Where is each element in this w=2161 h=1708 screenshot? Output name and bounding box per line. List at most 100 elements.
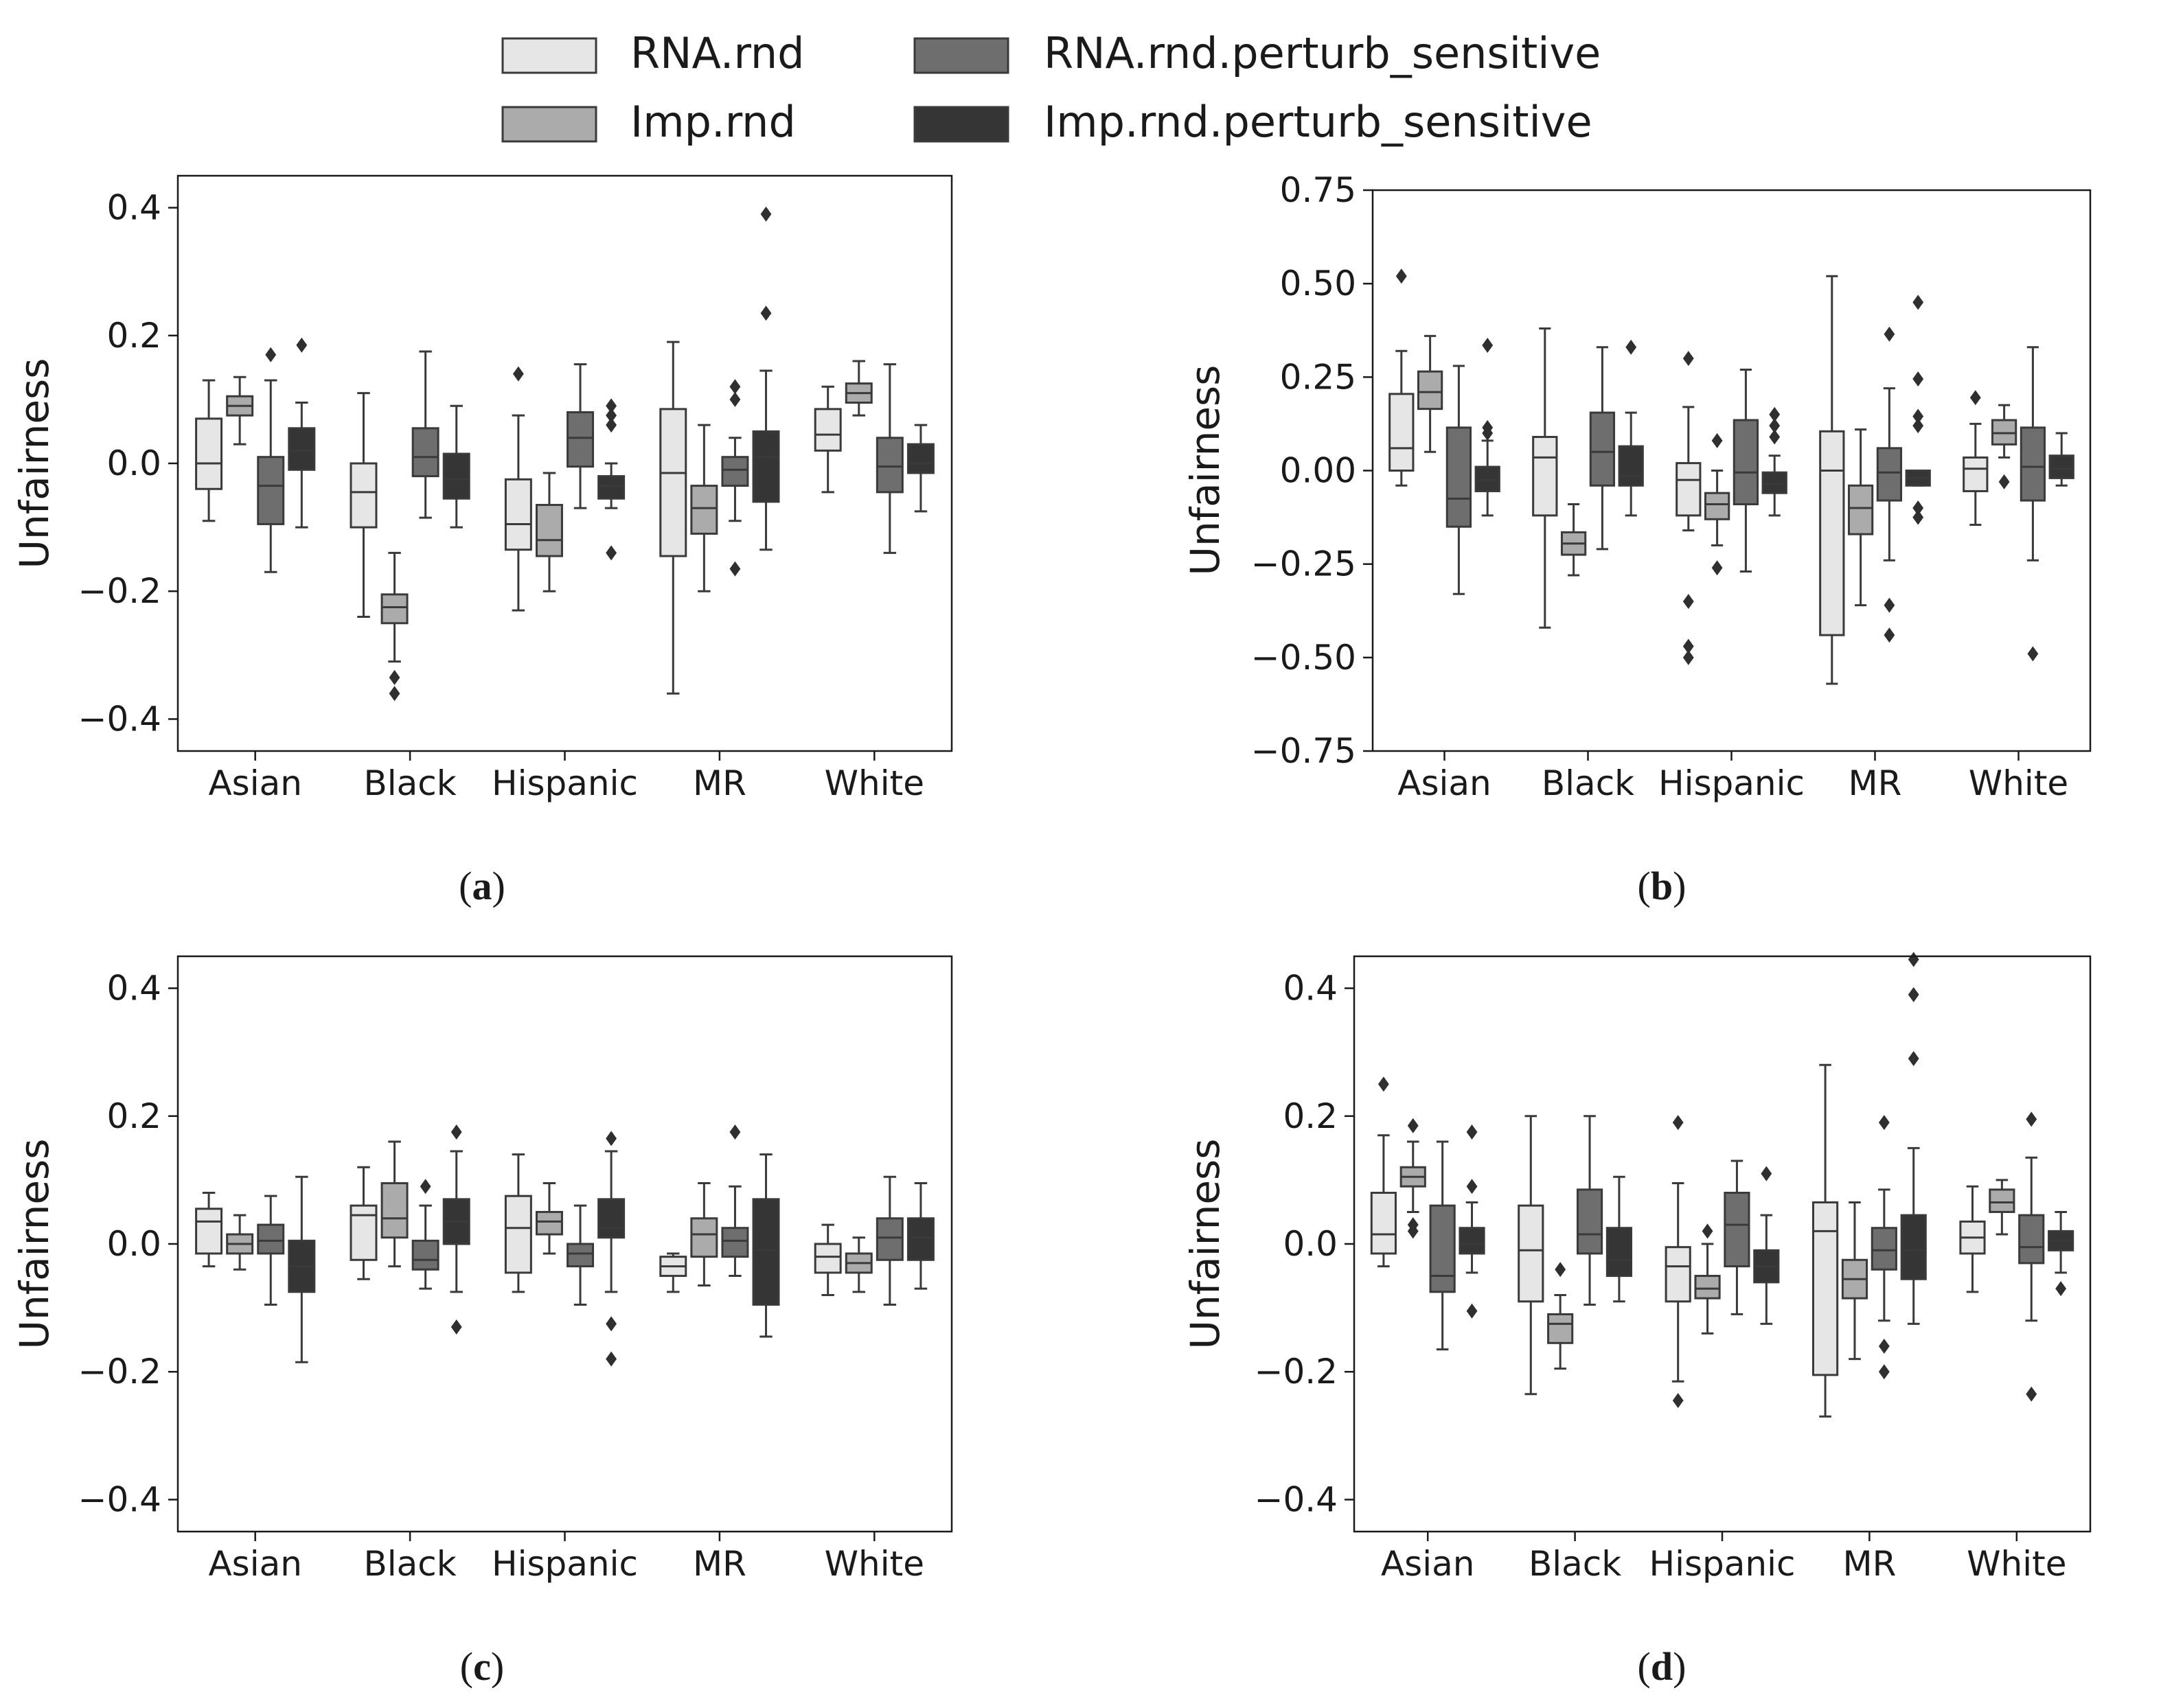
legend-item-imp-rnd-perturb-sensitive: Imp.rnd.perturb_sensitive	[913, 97, 1592, 147]
panel-a-xtick-label-asian: Asian	[208, 763, 301, 803]
panel-a-white-imp-rnd-perturb-sensitive-box	[906, 443, 935, 474]
panel-a-mr-rna-rnd-perturb-sensitive-outlier-1	[729, 379, 741, 395]
panel-c: −0.4 −0.2 0.0 0.2 0.4 Asian Black Hispanic MR Whi…	[11, 955, 953, 1689]
panel-b-white-rna-rnd-perturb-sensitive-outlier-0	[2027, 646, 2039, 662]
panel-c-hispanic-imp-rnd-perturb-sensitive-outlier-1	[606, 1316, 617, 1332]
panel-b-xtick-label-asian: Asian	[1397, 763, 1491, 803]
panel-d-black-rna-rnd-box	[1518, 1204, 1544, 1303]
legend-item-imp-rnd: Imp.rnd	[501, 97, 796, 147]
panel-b-hispanic-imp-rnd-perturb-sensitive-outlier-0	[1769, 406, 1781, 422]
panel-b-mr-rna-rnd-perturb-sensitive-outlier-2	[1884, 627, 1895, 643]
panel-b-white-imp-rnd-perturb-sensitive-box	[2048, 454, 2074, 479]
panel-b-asian-rna-rnd-outlier-0	[1395, 268, 1407, 284]
panel-c-hispanic-imp-rnd-perturb-sensitive-outlier-0	[606, 1131, 617, 1146]
legend-item-rna-rnd: RNA.rnd	[501, 28, 805, 78]
panel-b-asian-imp-rnd-perturb-sensitive-outlier-2	[1482, 426, 1494, 441]
panel-d-ytick-label-2: 0.0	[1283, 1224, 1338, 1264]
panel-b-white-imp-rnd-outlier-0	[1998, 474, 2010, 489]
panel-a-ytick-label-2: 0.0	[106, 443, 161, 483]
panel-a-ylabel: Unfairness	[11, 358, 58, 569]
panel-b-asian-rna-rnd-perturb-sensitive-box	[1445, 426, 1472, 528]
panel-b-xtick-label-white: White	[1969, 763, 2068, 803]
panel-d-mr-imp-rnd-perturb-sensitive-outlier-2	[1908, 1050, 1919, 1066]
legend-label-rna-rnd: RNA.rnd	[630, 28, 805, 78]
legend-label-rna-rnd-perturb-sensitive: RNA.rnd.perturb_sensitive	[1044, 28, 1601, 78]
panel-a-black-rna-rnd-box	[350, 462, 378, 529]
panel-b-mr-rna-rnd-perturb-sensitive-box	[1876, 447, 1903, 502]
panel-d-hispanic-imp-rnd-box	[1694, 1275, 1721, 1300]
panel-d-asian-imp-rnd-perturb-sensitive-outlier-0	[1466, 1124, 1478, 1140]
panel-a-black-imp-rnd-box	[380, 593, 409, 625]
panel-b-caption: (b)	[1638, 864, 1687, 908]
legend: RNA.rnd Imp.rnd RNA.rnd.perturb_sensitiv…	[501, 28, 1601, 147]
panel-b-mr-imp-rnd-perturb-sensitive-outlier-3	[1912, 418, 1924, 434]
panel-a-black-imp-rnd-outlier-1	[389, 686, 400, 702]
panel-d-ytick-label-0: −0.4	[1255, 1479, 1338, 1519]
panel-d-black-imp-rnd-box	[1547, 1313, 1574, 1344]
panel-a-mr-imp-rnd-perturb-sensitive-outlier-0	[760, 305, 772, 321]
panel-b-hispanic-imp-rnd-outlier-0	[1711, 432, 1723, 448]
panel-b-ytick-label-2: −0.25	[1251, 544, 1356, 584]
panel-a-xtick-label-hispanic: Hispanic	[492, 763, 638, 803]
panel-c-black-imp-rnd-perturb-sensitive-outlier-0	[450, 1124, 462, 1140]
panel-c-asian-rna-rnd-box	[195, 1208, 223, 1255]
panel-a-hispanic-rna-rnd-box	[504, 478, 532, 551]
panel-a-plot: −0.4 −0.2 0.0 0.2 0.4 Asian Black Hispanic MR Whi…	[78, 174, 953, 803]
panel-b-xtick-label-black: Black	[1542, 763, 1634, 803]
panel-b-ytick-label-3: 0.00	[1280, 451, 1356, 491]
panel-a-ytick-label-0: −0.4	[78, 699, 161, 739]
panel-a-hispanic-rna-rnd-outlier-0	[512, 366, 524, 382]
panel-c-black-rna-rnd-perturb-sensitive-outlier-0	[420, 1179, 431, 1195]
panel-b-black-imp-rnd-perturb-sensitive-outlier-0	[1625, 339, 1637, 355]
panel-a-mr-rna-rnd-perturb-sensitive-outlier-0	[729, 391, 741, 407]
panel-d-hispanic-rna-rnd-box	[1665, 1246, 1691, 1303]
panel-b-mr-imp-rnd-perturb-sensitive-outlier-4	[1912, 500, 1924, 516]
panel-b-mr-imp-rnd-box	[1847, 484, 1874, 535]
panel-b-hispanic-rna-rnd-outlier-2	[1682, 638, 1694, 654]
panel-d-asian-imp-rnd-perturb-sensitive-box	[1459, 1227, 1485, 1255]
panel-c-black-imp-rnd-box	[380, 1182, 409, 1239]
panel-b-xtick-label-mr: MR	[1849, 763, 1902, 803]
panel-d-hispanic-rna-rnd-outlier-1	[1672, 1393, 1684, 1409]
panel-b-asian-imp-rnd-perturb-sensitive-outlier-0	[1482, 338, 1494, 354]
panel-b-asian-imp-rnd-box	[1417, 370, 1443, 411]
legend-swatch-imp-rnd	[501, 106, 597, 143]
panel-d-mr-rna-rnd-perturb-sensitive-outlier-2	[1878, 1364, 1890, 1380]
panel-c-ytick-label-0: −0.4	[78, 1479, 161, 1519]
panel-c-xtick-label-asian: Asian	[208, 1544, 301, 1584]
panel-a-mr-rna-rnd-perturb-sensitive-box	[721, 456, 749, 487]
panel-d-mr-imp-rnd-perturb-sensitive-box	[1900, 1214, 1927, 1280]
panel-d-ytick-label-4: 0.4	[1283, 969, 1338, 1008]
panel-d-hispanic-rna-rnd-outlier-0	[1672, 1115, 1684, 1131]
panel-c-plot: −0.4 −0.2 0.0 0.2 0.4 Asian Black Hispanic MR Whi…	[78, 955, 953, 1584]
panel-c-asian-rna-rnd-perturb-sensitive-box	[257, 1223, 285, 1255]
panel-a-black-rna-rnd-perturb-sensitive-box	[411, 427, 439, 478]
legend-item-rna-rnd-perturb-sensitive: RNA.rnd.perturb_sensitive	[913, 28, 1601, 78]
panel-d-black-rna-rnd-perturb-sensitive-box	[1576, 1188, 1603, 1255]
panel-a-mr-imp-rnd-perturb-sensitive-outlier-1	[760, 206, 772, 222]
panel-c-hispanic-imp-rnd-perturb-sensitive-box	[597, 1198, 626, 1239]
panel-a-asian-rna-rnd-perturb-sensitive-box	[257, 456, 285, 525]
panel-b-hispanic-rna-rnd-outlier-1	[1682, 594, 1694, 610]
panel-a-mr-rna-rnd-box	[659, 408, 687, 557]
panel-b-mr-imp-rnd-perturb-sensitive-outlier-0	[1912, 295, 1924, 310]
panel-a-hispanic-imp-rnd-perturb-sensitive-outlier-2	[606, 417, 617, 433]
panel-d-ylabel: Unfairness	[1182, 1139, 1228, 1350]
panel-d-xtick-label-black: Black	[1529, 1544, 1621, 1584]
panel-a-xtick-label-black: Black	[363, 763, 456, 803]
panel-a-ytick-label-1: −0.2	[78, 571, 161, 611]
panel-c-caption: (c)	[460, 1644, 504, 1689]
legend-swatch-rna-rnd-perturb-sensitive	[913, 37, 1009, 74]
panel-c-hispanic-rna-rnd-box	[504, 1195, 532, 1274]
panel-d-hispanic-rna-rnd-perturb-sensitive-box	[1724, 1192, 1750, 1268]
panel-b-hispanic-rna-rnd-box	[1676, 462, 1702, 517]
panel-a-black-imp-rnd-perturb-sensitive-box	[442, 452, 470, 500]
panel-c-black-rna-rnd-box	[350, 1204, 378, 1261]
panel-d-white-imp-rnd-box	[1989, 1188, 2015, 1213]
panel-c-xtick-label-hispanic: Hispanic	[492, 1544, 638, 1584]
panel-b-plot: −0.75 −0.50 −0.25 0.00 0.25 0.50 0.75 Asian Blac…	[1251, 170, 2092, 803]
panel-d-asian-imp-rnd-outlier-2	[1407, 1223, 1419, 1239]
panel-b-ytick-label-1: −0.50	[1251, 638, 1356, 678]
